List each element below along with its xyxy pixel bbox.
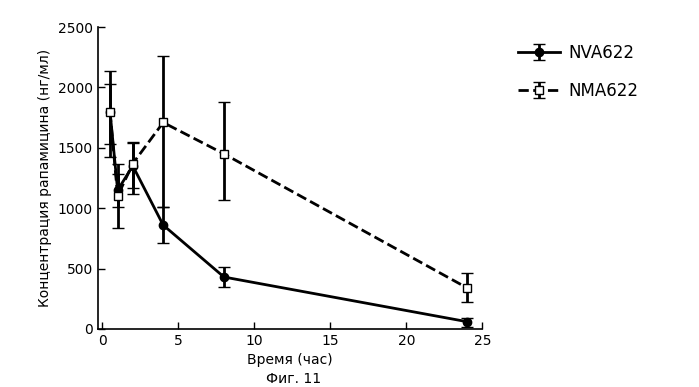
Legend: NVA622, NMA622: NVA622, NMA622 xyxy=(510,36,647,108)
X-axis label: Время (час): Время (час) xyxy=(247,353,333,367)
Y-axis label: Концентрация рапамицина (нг/мл): Концентрация рапамицина (нг/мл) xyxy=(38,49,52,307)
Text: Фиг. 11: Фиг. 11 xyxy=(266,372,321,386)
